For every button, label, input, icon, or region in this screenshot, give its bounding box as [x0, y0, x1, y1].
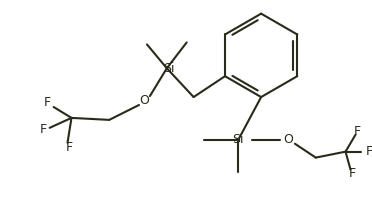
Text: F: F: [44, 96, 51, 109]
Text: Si: Si: [163, 62, 174, 75]
Text: F: F: [40, 123, 47, 136]
Text: F: F: [354, 125, 361, 138]
Text: O: O: [139, 94, 149, 107]
Text: F: F: [366, 145, 372, 158]
Text: Si: Si: [232, 133, 244, 146]
Text: F: F: [349, 167, 356, 180]
Text: O: O: [283, 133, 293, 146]
Text: F: F: [66, 141, 73, 154]
